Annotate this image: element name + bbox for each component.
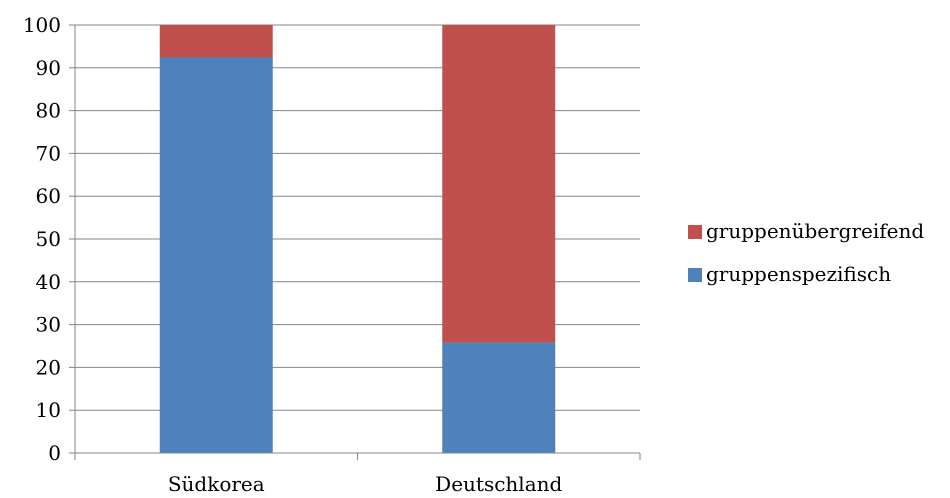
y-tick-label: 40 bbox=[36, 270, 61, 294]
bar-gruppenuebergreifend-1 bbox=[442, 25, 556, 343]
y-tick-label: 100 bbox=[23, 13, 61, 37]
bars bbox=[159, 25, 556, 453]
y-tick-labels: 0 10 20 30 40 50 60 70 80 90 100 bbox=[23, 13, 61, 465]
y-tick-label: 90 bbox=[36, 56, 61, 80]
y-tick-label: 80 bbox=[36, 99, 61, 123]
x-category-label: Deutschland bbox=[435, 472, 562, 496]
y-tick-label: 20 bbox=[36, 355, 61, 379]
legend-swatch bbox=[688, 268, 702, 282]
y-tick-label: 50 bbox=[36, 227, 61, 251]
y-tick-label: 30 bbox=[36, 313, 61, 337]
y-tick-label: 0 bbox=[48, 441, 61, 465]
bar-gruppenspezifisch-0 bbox=[159, 57, 273, 453]
axes bbox=[69, 24, 641, 460]
x-category-label: Südkorea bbox=[168, 472, 265, 496]
legend-label: gruppenspezifisch bbox=[706, 262, 891, 286]
legend: gruppenübergreifend gruppenspezifisch bbox=[688, 219, 924, 286]
y-tick-label: 70 bbox=[36, 141, 61, 165]
x-category-labels: Südkorea Deutschland bbox=[168, 472, 563, 496]
y-tick-label: 60 bbox=[36, 184, 61, 208]
bar-gruppenuebergreifend-0 bbox=[159, 25, 273, 58]
legend-label: gruppenübergreifend bbox=[706, 219, 924, 243]
legend-swatch bbox=[688, 225, 702, 239]
bar-gruppenspezifisch-1 bbox=[442, 342, 556, 453]
y-tick-label: 10 bbox=[36, 398, 61, 422]
